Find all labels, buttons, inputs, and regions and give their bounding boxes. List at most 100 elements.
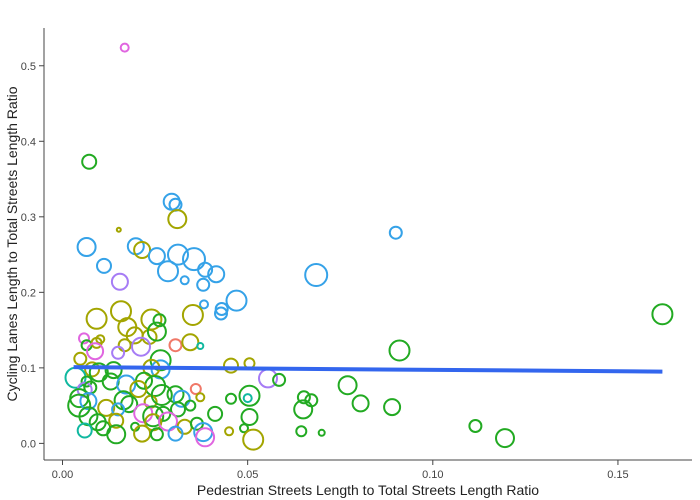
data-point xyxy=(97,398,116,417)
data-point xyxy=(158,411,178,432)
data-point xyxy=(196,277,211,292)
trend-line xyxy=(73,365,663,374)
data-point xyxy=(239,423,249,434)
data-point xyxy=(111,402,126,417)
y-tick-label: 0.3 xyxy=(21,212,36,224)
data-point xyxy=(84,361,101,378)
data-point xyxy=(81,153,98,170)
data-point xyxy=(149,427,164,442)
data-point xyxy=(207,265,226,284)
data-point xyxy=(78,332,90,345)
data-point xyxy=(162,192,181,211)
data-point xyxy=(495,428,515,449)
y-tick-label: 0.2 xyxy=(21,287,36,299)
data-point xyxy=(199,299,209,310)
y-axis-ticks: 0.0 0.1 0.2 0.3 0.4 0.5 xyxy=(21,61,44,450)
data-point xyxy=(150,384,173,406)
data-point xyxy=(133,403,154,424)
x-tick-label: 0.10 xyxy=(422,469,443,481)
data-point xyxy=(181,333,200,352)
data-point xyxy=(304,263,329,287)
data-point xyxy=(195,392,206,403)
data-point xyxy=(111,345,126,360)
data-point xyxy=(179,275,190,286)
data-point xyxy=(195,427,216,448)
data-point xyxy=(131,336,151,357)
data-point xyxy=(79,392,98,411)
data-point xyxy=(214,306,228,321)
data-point xyxy=(146,321,167,342)
data-point xyxy=(167,243,189,266)
x-tick-label: 0.00 xyxy=(52,469,73,481)
data-point xyxy=(167,425,184,442)
data-point xyxy=(157,260,179,283)
data-point xyxy=(152,313,167,328)
data-point xyxy=(176,418,193,435)
data-point xyxy=(207,405,224,422)
data-point xyxy=(116,374,137,395)
data-point xyxy=(96,257,112,274)
data-point xyxy=(272,372,287,387)
y-tick-label: 0.4 xyxy=(21,136,36,148)
data-point xyxy=(117,338,132,353)
data-point xyxy=(101,372,120,391)
data-point xyxy=(88,362,109,383)
data-point xyxy=(167,209,188,230)
data-point xyxy=(242,428,265,451)
data-point xyxy=(317,428,326,437)
data-point xyxy=(119,42,130,53)
data-point xyxy=(115,226,122,233)
data-point xyxy=(337,375,358,396)
data-point xyxy=(95,334,106,345)
data-point xyxy=(296,390,311,405)
data-point xyxy=(86,342,105,361)
x-tick-label: 0.05 xyxy=(237,469,258,481)
data-point xyxy=(383,398,402,417)
data-point xyxy=(388,339,411,362)
data-point xyxy=(223,357,239,374)
data-point xyxy=(295,425,308,438)
data-point xyxy=(129,380,148,398)
data-point xyxy=(238,384,261,407)
data-point xyxy=(196,342,205,350)
data-point xyxy=(133,424,152,443)
data-point xyxy=(133,241,152,259)
data-point xyxy=(197,261,214,278)
data-point xyxy=(108,412,125,429)
x-tick-label: 0.15 xyxy=(607,469,628,481)
data-point xyxy=(142,405,165,428)
data-point xyxy=(172,389,191,408)
data-point xyxy=(168,338,183,353)
data-point xyxy=(651,303,674,326)
data-point xyxy=(85,307,108,330)
data-point xyxy=(242,393,253,404)
data-point xyxy=(240,408,259,426)
data-point xyxy=(181,304,204,326)
y-axis-title: Cycling Lanes Length to Total Streets Le… xyxy=(4,86,20,401)
data-point xyxy=(225,289,248,312)
plot-area: 0.0 0.1 0.2 0.3 0.4 0.5 0.00 0.05 0.10 0.15 xyxy=(21,28,692,481)
y-tick-label: 0.0 xyxy=(21,438,36,450)
data-point xyxy=(73,351,88,366)
data-point xyxy=(351,394,370,413)
data-point xyxy=(106,424,127,445)
data-points xyxy=(64,42,674,451)
data-point xyxy=(110,272,129,291)
data-point xyxy=(147,247,166,266)
data-point xyxy=(76,237,97,257)
y-tick-label: 0.5 xyxy=(21,61,36,73)
data-point xyxy=(189,383,202,395)
data-point xyxy=(76,422,93,439)
data-point xyxy=(170,401,186,418)
data-point xyxy=(182,247,206,272)
data-point xyxy=(293,399,314,420)
data-point xyxy=(225,392,237,405)
data-point xyxy=(468,419,483,433)
data-point xyxy=(388,225,403,240)
data-point xyxy=(184,399,197,412)
y-tick-label: 0.1 xyxy=(21,363,36,375)
data-point xyxy=(224,426,235,437)
data-point xyxy=(69,388,90,409)
x-axis-ticks: 0.00 0.05 0.10 0.15 xyxy=(52,460,629,481)
